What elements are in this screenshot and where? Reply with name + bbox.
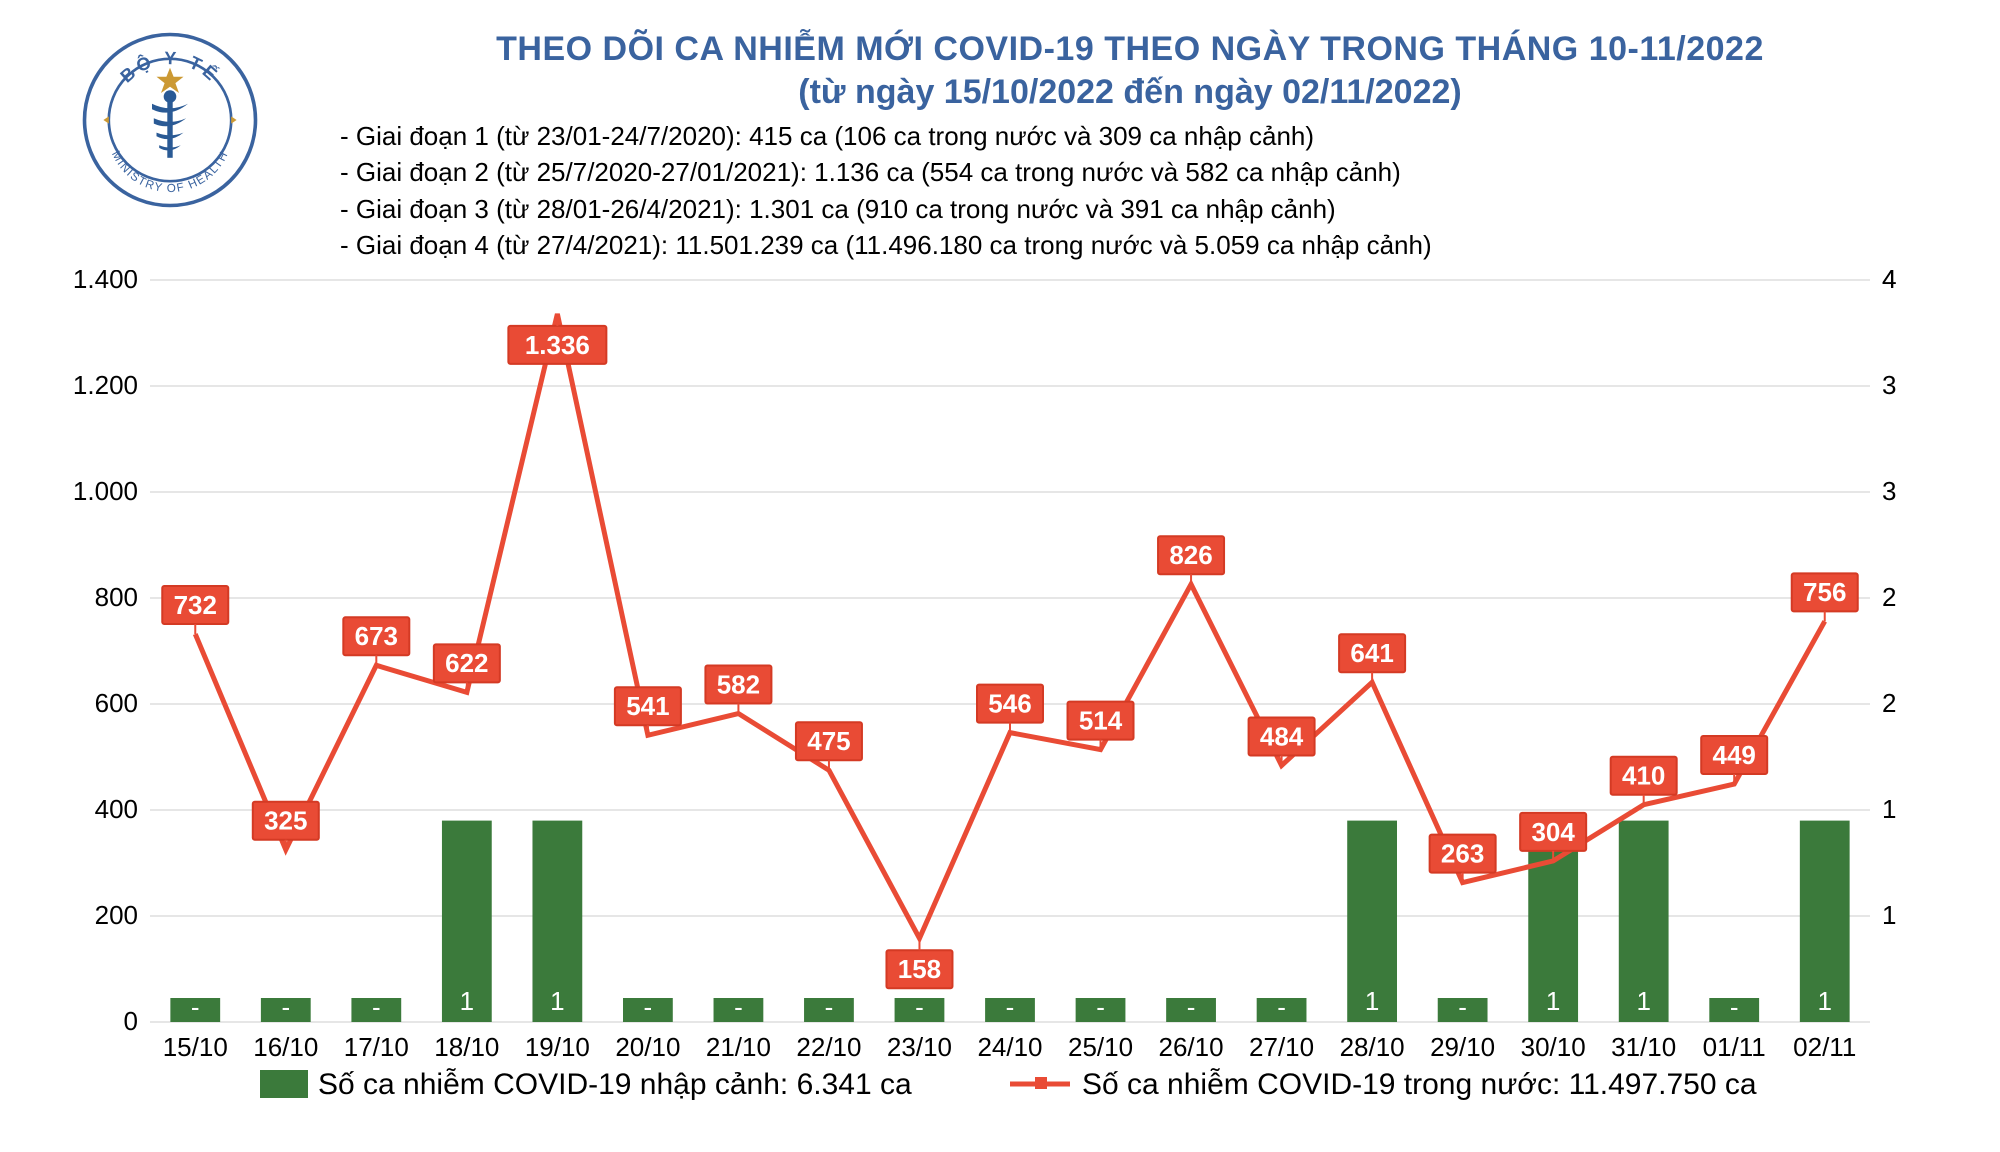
line-data-label: 449: [1713, 740, 1756, 770]
line-data-label: 410: [1622, 761, 1665, 791]
line-data-label: 641: [1350, 638, 1393, 668]
y-axis-left-label: 200: [95, 900, 138, 930]
line-data-label: 622: [445, 648, 488, 678]
chart-container: BỘ Y TẾ MINISTRY OF HEALTH THEO DÕI CA N…: [0, 0, 2000, 1152]
bar-value-label: -: [1006, 992, 1015, 1022]
bar-value-label: -: [915, 992, 924, 1022]
chart-subtitle: - Giai đoạn 1 (từ 23/01-24/7/2020): 415 …: [340, 118, 1432, 264]
y-axis-right-label: 3: [1882, 476, 1896, 506]
line-data-label: 514: [1079, 705, 1123, 735]
legend-bar-label: Số ca nhiễm COVID-19 nhập cảnh: 6.341 ca: [318, 1068, 912, 1101]
bar-value-label: -: [734, 992, 743, 1022]
y-axis-left-label: 800: [95, 582, 138, 612]
legend-line-marker: [1035, 1077, 1047, 1089]
title-line-1: THEO DÕI CA NHIỄM MỚI COVID-19 THEO NGÀY…: [320, 30, 1940, 69]
y-axis-left-label: 1.000: [73, 476, 138, 506]
subtitle-line: - Giai đoạn 3 (từ 28/01-26/4/2021): 1.30…: [340, 191, 1432, 227]
x-axis-label: 23/10: [887, 1032, 952, 1062]
bar-value-label: -: [1187, 992, 1196, 1022]
x-axis-label: 29/10: [1430, 1032, 1495, 1062]
x-axis-label: 27/10: [1249, 1032, 1314, 1062]
bar-value-label: -: [372, 992, 381, 1022]
x-axis-label: 01/11: [1703, 1032, 1766, 1062]
line-data-label: 263: [1441, 838, 1484, 868]
y-axis-left-label: 400: [95, 794, 138, 824]
chart-svg: 02004006008001.0001.2001.40011223344---1…: [60, 270, 1940, 1132]
y-axis-right-label: 3: [1882, 370, 1896, 400]
ministry-logo: BỘ Y TẾ MINISTRY OF HEALTH: [80, 30, 260, 210]
line-data-label: 304: [1531, 817, 1575, 847]
x-axis-label: 24/10: [977, 1032, 1042, 1062]
y-axis-left-label: 1.200: [73, 370, 138, 400]
x-axis-label: 16/10: [253, 1032, 318, 1062]
x-axis-label: 19/10: [525, 1032, 590, 1062]
x-axis-label: 30/10: [1521, 1032, 1586, 1062]
bar-value-label: -: [825, 992, 834, 1022]
x-axis-label: 20/10: [615, 1032, 680, 1062]
x-axis-label: 17/10: [344, 1032, 409, 1062]
line-data-label: 541: [626, 691, 669, 721]
y-axis-left-label: 1.400: [73, 270, 138, 294]
line-data-label: 484: [1260, 721, 1304, 751]
x-axis-label: 26/10: [1159, 1032, 1224, 1062]
line-data-label: 546: [988, 688, 1031, 718]
star-icon: [157, 68, 184, 93]
subtitle-line: - Giai đoạn 1 (từ 23/01-24/7/2020): 415 …: [340, 118, 1432, 154]
bar-value-label: -: [1096, 992, 1105, 1022]
line-data-label: 826: [1169, 540, 1212, 570]
x-axis-label: 21/10: [706, 1032, 771, 1062]
bar-value-label: 1: [1546, 986, 1560, 1016]
bar-value-label: 1: [1365, 986, 1379, 1016]
bar-value-label: 1: [1818, 986, 1832, 1016]
x-axis-label: 22/10: [796, 1032, 861, 1062]
y-axis-left-label: 0: [124, 1006, 138, 1036]
line-data-label: 475: [807, 726, 850, 756]
bar-value-label: -: [1277, 992, 1286, 1022]
line-data-label: 1.336: [525, 330, 590, 360]
y-axis-right-label: 1: [1882, 900, 1896, 930]
bar-value-label: -: [281, 992, 290, 1022]
bar-value-label: 1: [1636, 986, 1650, 1016]
x-axis-label: 25/10: [1068, 1032, 1133, 1062]
bar-value-label: 1: [550, 986, 564, 1016]
bar-value-label: -: [1730, 992, 1739, 1022]
x-axis-label: 02/11: [1793, 1032, 1856, 1062]
legend-line-label: Số ca nhiễm COVID-19 trong nước: 11.497.…: [1082, 1068, 1757, 1101]
x-axis-label: 15/10: [163, 1032, 228, 1062]
x-axis-label: 31/10: [1611, 1032, 1676, 1062]
subtitle-line: - Giai đoạn 4 (từ 27/4/2021): 11.501.239…: [340, 227, 1432, 263]
line-data-label: 673: [355, 621, 398, 651]
line-data-label: 756: [1803, 577, 1846, 607]
chart-plot-area: 02004006008001.0001.2001.40011223344---1…: [60, 270, 1940, 1132]
y-axis-right-label: 2: [1882, 688, 1896, 718]
y-axis-left-label: 600: [95, 688, 138, 718]
x-axis-label: 18/10: [434, 1032, 499, 1062]
y-axis-right-label: 2: [1882, 582, 1896, 612]
bar-value-label: -: [644, 992, 653, 1022]
bar-value-label: 1: [460, 986, 474, 1016]
bar-value-label: -: [1458, 992, 1467, 1022]
x-axis-label: 28/10: [1340, 1032, 1405, 1062]
line-data-label: 325: [264, 806, 307, 836]
y-axis-right-label: 1: [1882, 794, 1896, 824]
title-line-2: (từ ngày 15/10/2022 đến ngày 02/11/2022): [320, 73, 1940, 112]
line-data-label: 158: [898, 954, 941, 984]
subtitle-line: - Giai đoạn 2 (từ 25/7/2020-27/01/2021):…: [340, 154, 1432, 190]
chart-title: THEO DÕI CA NHIỄM MỚI COVID-19 THEO NGÀY…: [320, 30, 1940, 112]
line-data-label: 582: [717, 669, 760, 699]
y-axis-right-label: 4: [1882, 270, 1896, 294]
bar-value-label: -: [191, 992, 200, 1022]
line-data-label: 732: [174, 590, 217, 620]
legend-bar-swatch: [260, 1070, 308, 1098]
